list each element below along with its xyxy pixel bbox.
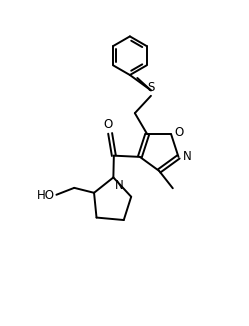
Text: S: S — [147, 81, 155, 94]
Text: O: O — [104, 118, 113, 131]
Text: N: N — [115, 179, 123, 192]
Text: O: O — [174, 126, 184, 140]
Text: N: N — [183, 150, 192, 163]
Text: HO: HO — [37, 189, 55, 202]
